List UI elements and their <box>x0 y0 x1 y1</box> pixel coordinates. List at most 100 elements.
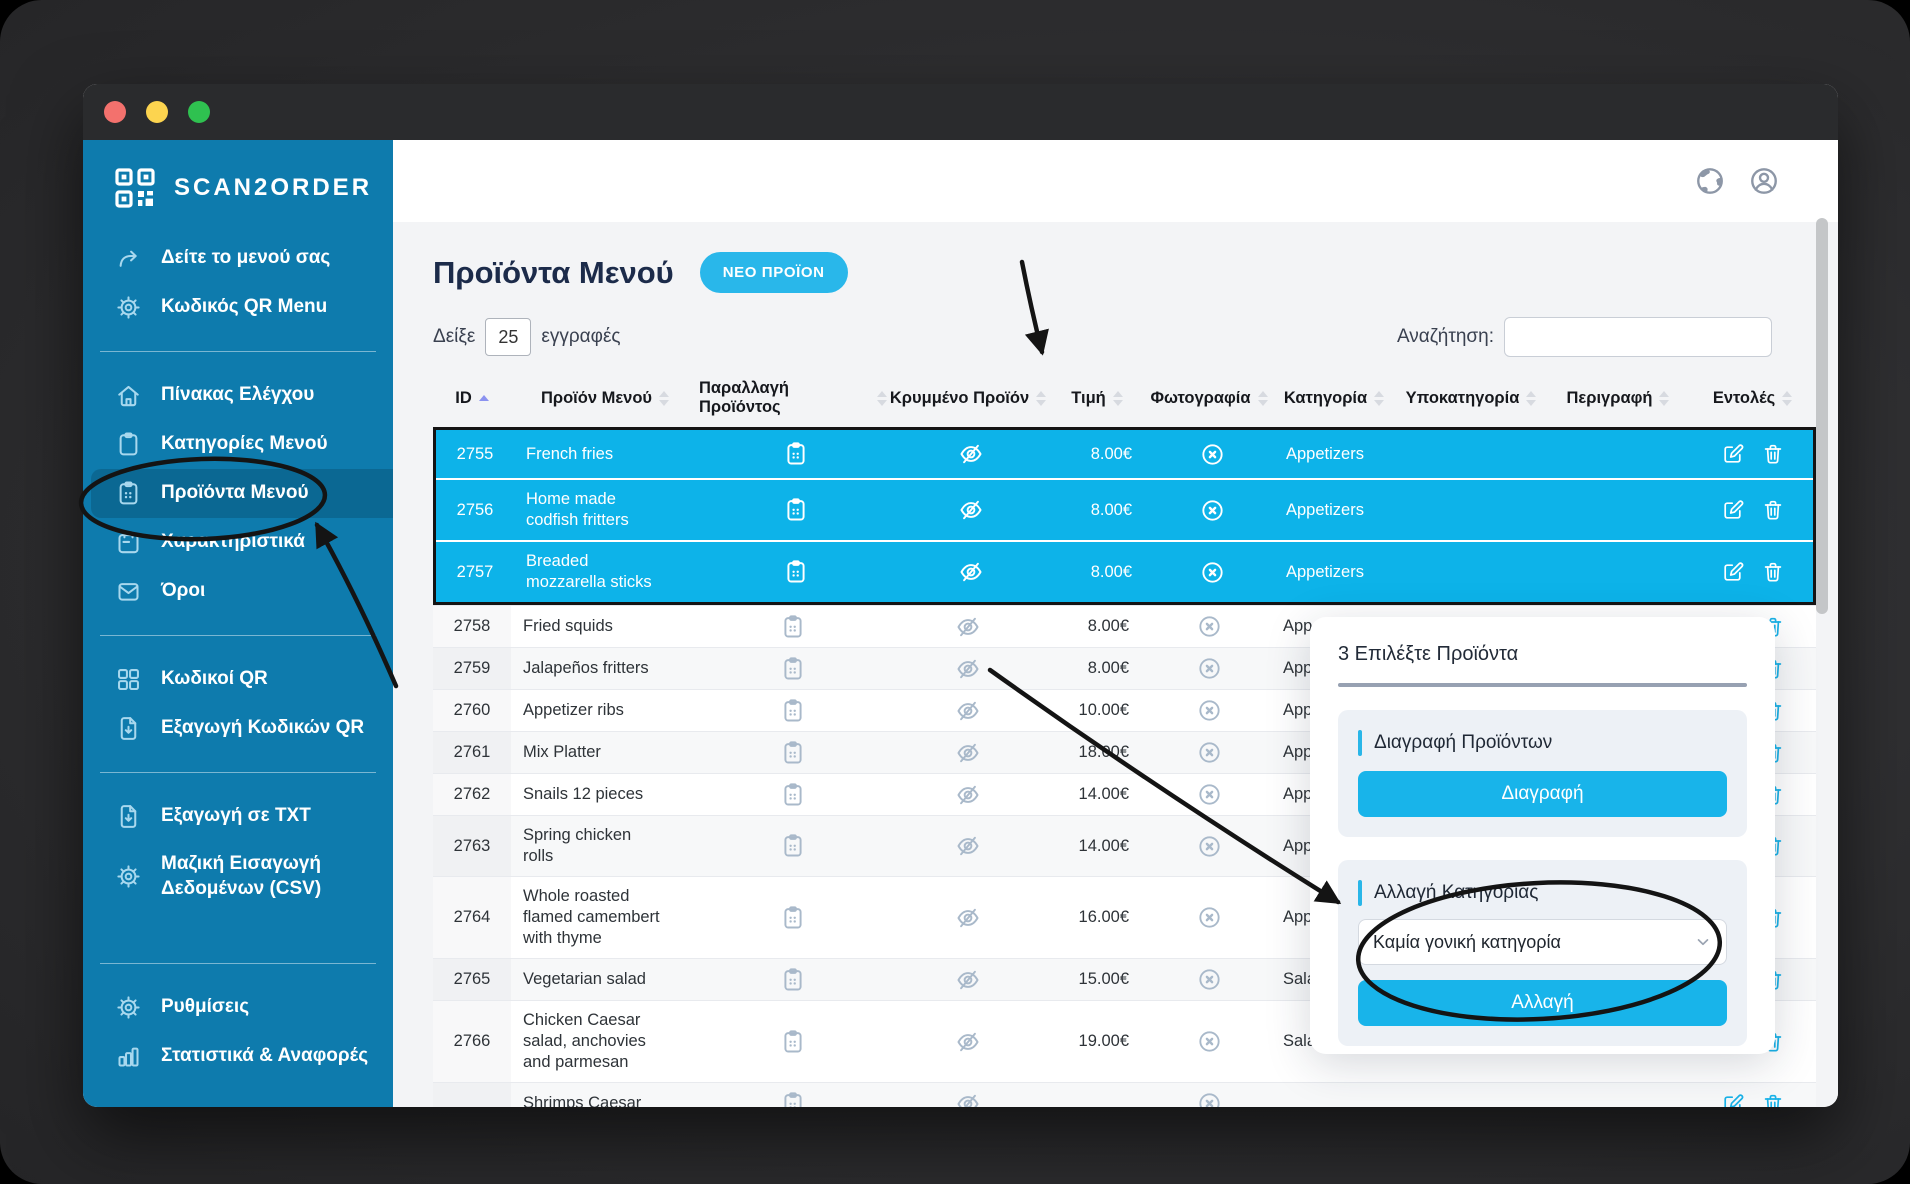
variation-clipboard-icon[interactable] <box>780 782 806 808</box>
variation-clipboard-icon[interactable] <box>780 740 806 766</box>
table-row[interactable]: 2756 Home made codfish fritters 8.00€ Ap… <box>436 478 1813 540</box>
maximize-window-button[interactable] <box>188 101 210 123</box>
hidden-eye-slash-icon[interactable] <box>955 698 981 724</box>
sidebar-item-qr-codes[interactable]: Κωδικοί QR <box>83 655 393 704</box>
row-id: 2765 <box>433 959 511 1000</box>
row-id: 2761 <box>433 732 511 773</box>
sidebar-item-menu-products[interactable]: Προϊόντα Μενού <box>91 469 393 518</box>
table-row[interactable]: 2757 Breaded mozzarella sticks 8.00€ App… <box>436 540 1813 602</box>
hidden-eye-slash-icon[interactable] <box>955 614 981 640</box>
hidden-eye-slash-icon[interactable] <box>955 656 981 682</box>
variation-clipboard-icon[interactable] <box>780 656 806 682</box>
row-product-name: Breaded mozzarella sticks <box>526 552 652 591</box>
table-row[interactable]: Shrimps Caesar <box>433 1082 1816 1107</box>
column-header-description[interactable]: Περιγραφή <box>1547 389 1689 408</box>
vertical-scrollbar[interactable] <box>1816 218 1828 614</box>
delete-row-button[interactable] <box>1761 498 1785 522</box>
app-logo[interactable]: SCAN2ORDER <box>83 140 393 228</box>
sidebar-item-qr-menu-code[interactable]: Κωδικός QR Menu <box>83 283 393 332</box>
hidden-eye-slash-icon[interactable] <box>958 559 984 585</box>
hidden-eye-slash-icon[interactable] <box>955 740 981 766</box>
hidden-eye-slash-icon[interactable] <box>958 441 984 467</box>
row-product-name: Home made codfish fritters <box>526 490 629 529</box>
selected-products-count-title: 3 Επιλέξτε Προϊόντα <box>1338 643 1519 665</box>
variation-clipboard-icon[interactable] <box>780 614 806 640</box>
search-input[interactable] <box>1504 317 1772 357</box>
edit-row-button[interactable] <box>1721 560 1745 584</box>
search-label: Αναζήτηση: <box>1396 326 1494 347</box>
row-photo-cell <box>1148 442 1276 467</box>
hidden-eye-slash-icon[interactable] <box>955 1029 981 1055</box>
hidden-eye-slash-icon[interactable] <box>955 833 981 859</box>
variation-clipboard-icon[interactable] <box>783 559 809 585</box>
envelope-icon <box>115 578 142 605</box>
delete-section-title: Διαγραφή Προϊόντων <box>1374 732 1553 753</box>
row-variation-cell <box>699 656 887 682</box>
column-header-product[interactable]: Προϊόν Μενού <box>511 389 699 408</box>
delete-row-button[interactable] <box>1761 560 1785 584</box>
column-header-photo[interactable]: Φωτογραφία <box>1145 389 1273 408</box>
sidebar-item-statistics-reports[interactable]: Στατιστικά & Αναφορές <box>83 1032 393 1081</box>
sidebar-item-dashboard[interactable]: Πίνακας Ελέγχου <box>83 371 393 420</box>
variation-clipboard-icon[interactable] <box>780 833 806 859</box>
sidebar-divider <box>100 351 376 352</box>
sidebar-item-view-menu[interactable]: Δείτε το μενού σας <box>83 234 393 283</box>
hidden-eye-slash-icon[interactable] <box>955 1091 981 1108</box>
table-row[interactable]: 2755 French fries 8.00€ Appetizers <box>436 430 1813 478</box>
row-price: 8.00€ <box>1087 659 1129 677</box>
delete-row-button[interactable] <box>1761 442 1785 466</box>
no-photo-circle-x-icon <box>1197 1029 1222 1054</box>
column-header-hidden[interactable]: Κρυμμένο Προϊόν <box>887 389 1049 408</box>
variation-clipboard-icon[interactable] <box>783 497 809 523</box>
row-id: 2763 <box>433 816 511 876</box>
new-product-button[interactable]: ΝΕΟ ΠΡΟΪΟΝ <box>699 252 848 293</box>
sidebar-item-terms[interactable]: Όροι <box>83 567 393 616</box>
column-header-variation[interactable]: Παραλλαγή Προϊόντος <box>699 379 887 417</box>
sidebar-item-export-qr-codes[interactable]: Εξαγωγή Κωδικών QR <box>83 704 393 753</box>
sidebar-item-menu-categories[interactable]: Κατηγορίες Μενού <box>83 420 393 469</box>
calendar-icon <box>115 529 142 556</box>
edit-row-button[interactable] <box>1721 498 1745 522</box>
row-price: 18.00€ <box>1078 743 1129 761</box>
column-header-id[interactable]: ID <box>433 389 511 408</box>
variation-clipboard-icon[interactable] <box>780 1029 806 1055</box>
sidebar-divider <box>100 772 376 773</box>
entries-count-input[interactable] <box>485 318 532 356</box>
user-account-icon[interactable] <box>1748 165 1780 197</box>
hidden-eye-slash-icon[interactable] <box>955 905 981 931</box>
row-variation-cell <box>699 614 887 640</box>
change-category-button[interactable]: Αλλαγή <box>1358 980 1727 1026</box>
row-product-name: Chicken Caesar salad, anchovies and parm… <box>523 1011 646 1071</box>
hidden-eye-slash-icon[interactable] <box>955 782 981 808</box>
variation-clipboard-icon[interactable] <box>780 698 806 724</box>
sidebar-item-settings[interactable]: Ρυθμίσεις <box>83 983 393 1032</box>
close-window-button[interactable] <box>104 101 126 123</box>
delete-selected-button[interactable]: Διαγραφή <box>1358 771 1727 817</box>
minimize-window-button[interactable] <box>146 101 168 123</box>
row-id: 2766 <box>433 1001 511 1082</box>
column-header-price[interactable]: Τιμή <box>1049 389 1145 408</box>
home-icon <box>115 382 142 409</box>
row-hidden-cell <box>887 698 1049 724</box>
sidebar-item-bulk-import-csv[interactable]: Μαζική Εισαγωγή Δεδομένων (CSV) <box>83 841 393 912</box>
language-globe-icon[interactable] <box>1694 165 1726 197</box>
hidden-eye-slash-icon[interactable] <box>955 967 981 993</box>
sidebar-group-menu-links: Δείτε το μενού σας Κωδικός QR Menu <box>83 228 393 338</box>
sidebar-item-features[interactable]: Χαρακτηριστικά <box>83 518 393 567</box>
column-header-commands[interactable]: Εντολές <box>1689 389 1816 408</box>
column-header-category[interactable]: Κατηγορία <box>1273 389 1395 408</box>
parent-category-select[interactable]: Καμία γονική κατηγορία <box>1358 919 1727 965</box>
edit-row-button[interactable] <box>1721 442 1745 466</box>
delete-row-button[interactable] <box>1761 1092 1785 1108</box>
variation-clipboard-icon[interactable] <box>780 967 806 993</box>
row-commands-cell <box>1692 498 1813 522</box>
sidebar-item-export-txt[interactable]: Εξαγωγή σε TXT <box>83 792 393 841</box>
row-variation-cell <box>699 1029 887 1055</box>
row-photo-cell <box>1145 1091 1273 1107</box>
variation-clipboard-icon[interactable] <box>780 905 806 931</box>
variation-clipboard-icon[interactable] <box>780 1091 806 1108</box>
edit-row-button[interactable] <box>1721 1092 1745 1108</box>
hidden-eye-slash-icon[interactable] <box>958 497 984 523</box>
column-header-subcategory[interactable]: Υποκατηγορία <box>1395 389 1547 408</box>
variation-clipboard-icon[interactable] <box>783 441 809 467</box>
